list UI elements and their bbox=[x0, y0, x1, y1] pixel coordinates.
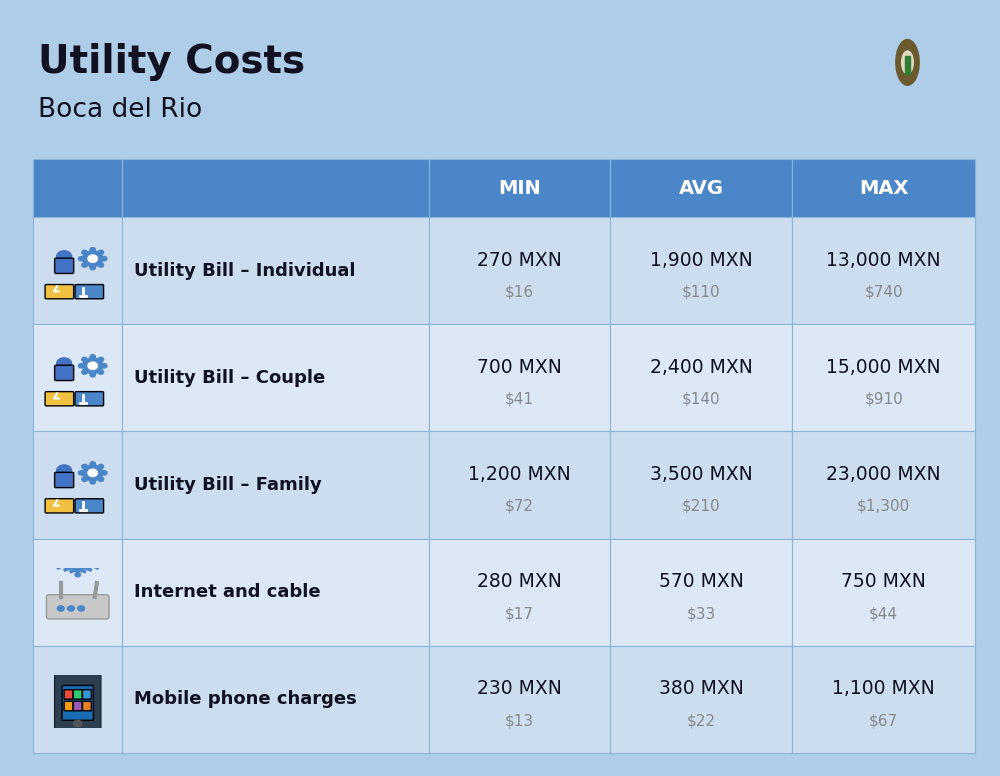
Circle shape bbox=[102, 471, 107, 475]
FancyBboxPatch shape bbox=[64, 690, 73, 699]
Circle shape bbox=[82, 464, 87, 469]
Circle shape bbox=[88, 255, 97, 262]
Text: $33: $33 bbox=[687, 606, 716, 621]
Text: AVG: AVG bbox=[679, 178, 724, 198]
Circle shape bbox=[83, 251, 103, 267]
FancyBboxPatch shape bbox=[45, 285, 74, 299]
Text: 2,400 MXN: 2,400 MXN bbox=[650, 358, 753, 376]
Circle shape bbox=[57, 465, 72, 476]
Text: 23,000 MXN: 23,000 MXN bbox=[826, 465, 941, 483]
Text: Utility Bill – Family: Utility Bill – Family bbox=[134, 476, 322, 494]
Circle shape bbox=[102, 257, 107, 261]
FancyBboxPatch shape bbox=[75, 392, 104, 406]
Text: 1,200 MXN: 1,200 MXN bbox=[468, 465, 571, 483]
Circle shape bbox=[102, 364, 107, 368]
Circle shape bbox=[82, 357, 87, 362]
Circle shape bbox=[78, 364, 84, 368]
Text: 1,900 MXN: 1,900 MXN bbox=[650, 251, 753, 269]
Text: 380 MXN: 380 MXN bbox=[659, 679, 744, 698]
Circle shape bbox=[98, 357, 104, 362]
Bar bbox=[905, 56, 910, 74]
Circle shape bbox=[90, 480, 95, 484]
Circle shape bbox=[78, 257, 84, 261]
Text: 1,100 MXN: 1,100 MXN bbox=[832, 679, 935, 698]
Text: $17: $17 bbox=[505, 606, 534, 621]
Circle shape bbox=[98, 370, 104, 374]
FancyBboxPatch shape bbox=[55, 473, 74, 487]
Circle shape bbox=[902, 51, 913, 74]
FancyBboxPatch shape bbox=[55, 365, 74, 380]
Text: $210: $210 bbox=[682, 499, 721, 514]
Text: 3,500 MXN: 3,500 MXN bbox=[650, 465, 753, 483]
FancyBboxPatch shape bbox=[62, 685, 93, 720]
Text: 15,000 MXN: 15,000 MXN bbox=[826, 358, 941, 376]
Circle shape bbox=[57, 251, 72, 262]
Text: 230 MXN: 230 MXN bbox=[477, 679, 562, 698]
Text: Boca del Rio: Boca del Rio bbox=[38, 97, 202, 123]
Circle shape bbox=[88, 469, 97, 476]
Text: $22: $22 bbox=[687, 713, 716, 728]
Circle shape bbox=[83, 465, 103, 481]
Text: $13: $13 bbox=[505, 713, 534, 728]
Text: $910: $910 bbox=[864, 392, 903, 407]
Text: 270 MXN: 270 MXN bbox=[477, 251, 562, 269]
Text: $740: $740 bbox=[864, 285, 903, 300]
Circle shape bbox=[90, 355, 95, 359]
Circle shape bbox=[75, 573, 80, 577]
Text: 750 MXN: 750 MXN bbox=[841, 572, 926, 591]
Text: $1,300: $1,300 bbox=[857, 499, 910, 514]
Text: 700 MXN: 700 MXN bbox=[477, 358, 562, 376]
Text: Internet and cable: Internet and cable bbox=[134, 583, 321, 601]
FancyBboxPatch shape bbox=[73, 702, 82, 711]
Text: $67: $67 bbox=[869, 713, 898, 728]
Text: 280 MXN: 280 MXN bbox=[477, 572, 562, 591]
Circle shape bbox=[82, 263, 87, 267]
Circle shape bbox=[98, 263, 104, 267]
Text: Utility Bill – Individual: Utility Bill – Individual bbox=[134, 262, 356, 280]
FancyBboxPatch shape bbox=[83, 690, 91, 699]
Circle shape bbox=[68, 606, 74, 611]
FancyBboxPatch shape bbox=[75, 499, 104, 513]
FancyBboxPatch shape bbox=[83, 702, 91, 711]
FancyBboxPatch shape bbox=[55, 258, 74, 273]
Circle shape bbox=[98, 250, 104, 255]
Circle shape bbox=[90, 248, 95, 252]
FancyBboxPatch shape bbox=[45, 499, 74, 513]
Circle shape bbox=[98, 477, 104, 481]
Text: Utility Costs: Utility Costs bbox=[38, 43, 305, 81]
FancyBboxPatch shape bbox=[75, 285, 104, 299]
Text: $16: $16 bbox=[505, 285, 534, 300]
Text: Utility Bill – Couple: Utility Bill – Couple bbox=[134, 369, 326, 387]
Text: MIN: MIN bbox=[498, 178, 541, 198]
Circle shape bbox=[98, 464, 104, 469]
Text: 13,000 MXN: 13,000 MXN bbox=[826, 251, 941, 269]
Circle shape bbox=[82, 370, 87, 374]
Text: Mobile phone charges: Mobile phone charges bbox=[134, 690, 357, 708]
FancyBboxPatch shape bbox=[73, 690, 82, 699]
Circle shape bbox=[74, 720, 82, 726]
Circle shape bbox=[78, 606, 85, 611]
Circle shape bbox=[83, 358, 103, 374]
FancyBboxPatch shape bbox=[46, 594, 109, 619]
Circle shape bbox=[82, 250, 87, 255]
Text: MAX: MAX bbox=[859, 178, 908, 198]
Text: 570 MXN: 570 MXN bbox=[659, 572, 744, 591]
Circle shape bbox=[82, 477, 87, 481]
FancyBboxPatch shape bbox=[55, 674, 101, 730]
Text: $44: $44 bbox=[869, 606, 898, 621]
Circle shape bbox=[57, 606, 64, 611]
Circle shape bbox=[57, 358, 72, 369]
Circle shape bbox=[78, 471, 84, 475]
Circle shape bbox=[90, 265, 95, 270]
Circle shape bbox=[90, 462, 95, 466]
Text: $110: $110 bbox=[682, 285, 721, 300]
Text: $140: $140 bbox=[682, 392, 721, 407]
Text: $72: $72 bbox=[505, 499, 534, 514]
FancyBboxPatch shape bbox=[64, 702, 73, 711]
Circle shape bbox=[896, 40, 919, 85]
Text: $41: $41 bbox=[505, 392, 534, 407]
Circle shape bbox=[90, 372, 95, 377]
FancyBboxPatch shape bbox=[45, 392, 74, 406]
Circle shape bbox=[88, 362, 97, 369]
